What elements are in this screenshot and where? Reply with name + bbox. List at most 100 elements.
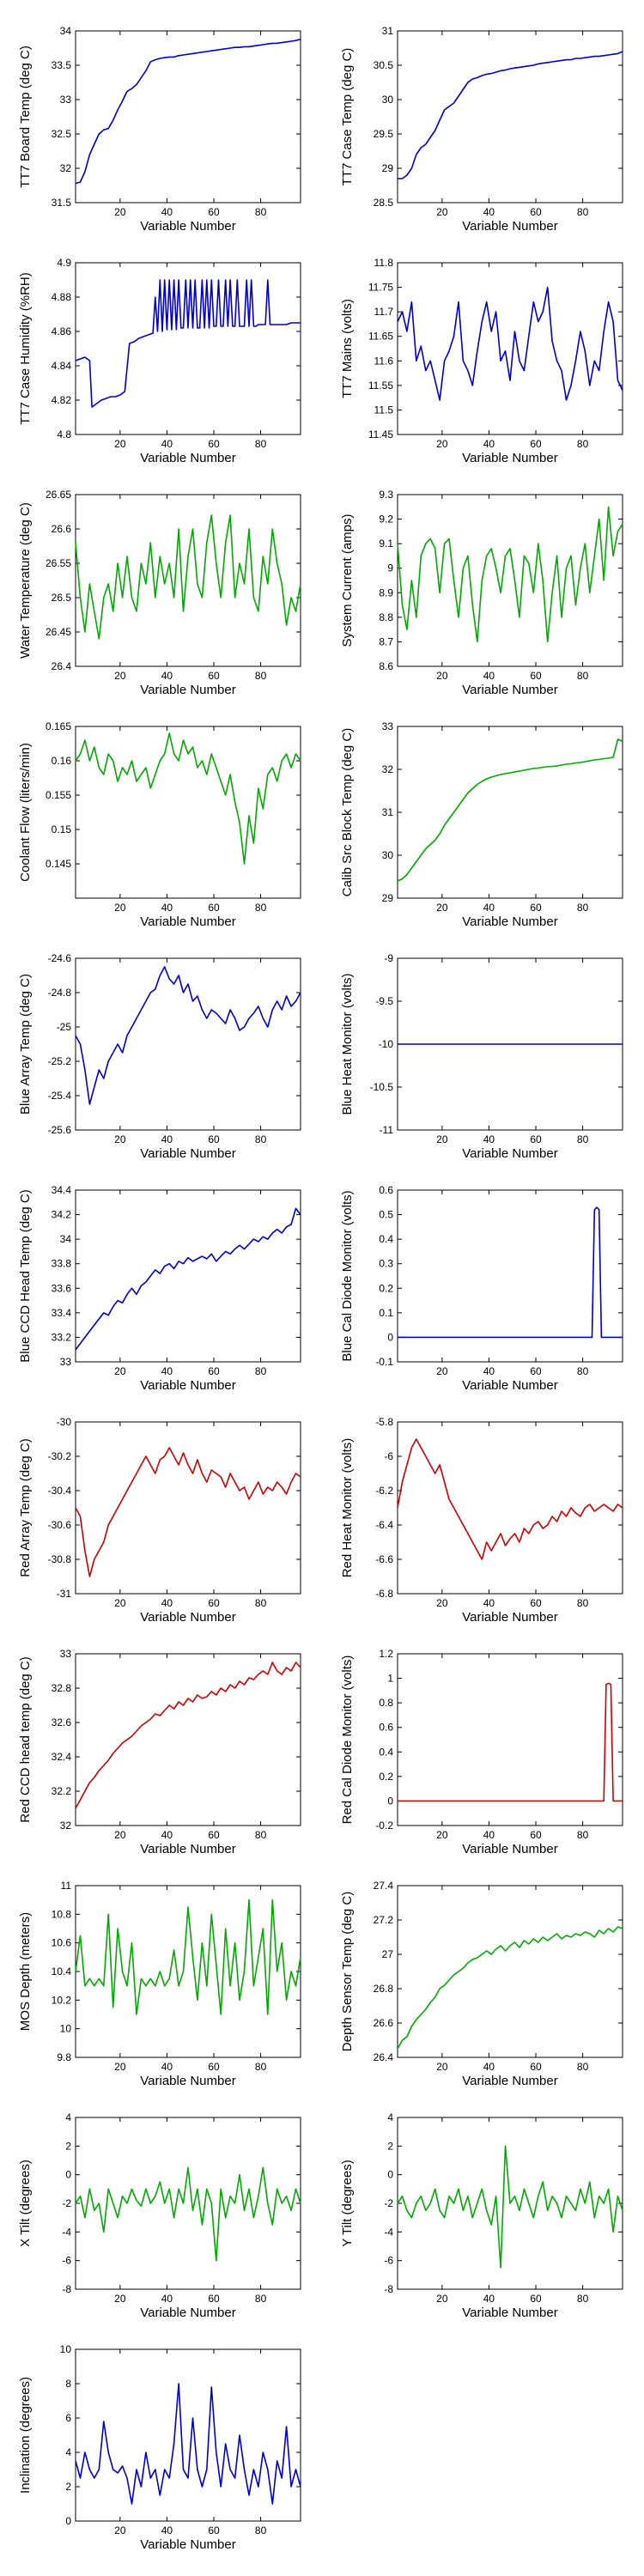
x-tick-label: 40 xyxy=(161,2293,173,2305)
x-tick-label: 40 xyxy=(483,1365,495,1377)
y-tick-label: 29 xyxy=(382,162,394,174)
plot-frame xyxy=(75,494,301,667)
y-tick-label: 10 xyxy=(60,2023,72,2035)
x-tick-label: 60 xyxy=(530,2293,542,2305)
data-series-line xyxy=(75,514,301,640)
chart-svg: 20 40 60 80 -8 -6 -4 -2 0 2 4 Variable Number X Tilt… xyxy=(18,2111,301,2320)
y-tick-label: 4.86 xyxy=(52,325,72,337)
x-tick-label: 20 xyxy=(114,1597,126,1609)
y-tick-label: 0 xyxy=(387,2169,393,2181)
x-tick-label: 60 xyxy=(208,670,220,682)
x-axis-label: Variable Number xyxy=(140,1610,235,1625)
x-tick-label: 40 xyxy=(161,902,173,914)
x-tick-label: 60 xyxy=(208,902,220,914)
x-tick-label: 80 xyxy=(577,2061,589,2073)
x-tick-label: 60 xyxy=(530,902,542,914)
chart-svg: 20 40 60 80 32 32.2 32.4 32.6 32.8 33 Variable Num… xyxy=(18,1648,301,1856)
x-tick-label: 80 xyxy=(577,2293,589,2305)
y-tick-label: 0.4 xyxy=(379,1746,393,1758)
y-tick-label: 26.8 xyxy=(374,1983,394,1995)
y-tick-label: 31 xyxy=(382,25,394,37)
x-tick-label: 20 xyxy=(114,2524,126,2537)
y-tick-label: 32 xyxy=(60,1820,72,1832)
y-axis-label: Inclination (degrees) xyxy=(18,2377,33,2494)
y-axis-label: Red Cal Diode Monitor (volts) xyxy=(340,1656,355,1825)
chart-svg: 20 40 60 80 33 33.2 33.4 33.6 33.8 34 34.2 34.4 Vari… xyxy=(18,1184,301,1393)
data-series-line xyxy=(75,2383,301,2505)
x-tick-label: 20 xyxy=(436,902,448,914)
y-tick-label: 11.65 xyxy=(368,331,393,343)
y-tick-label: -10.5 xyxy=(370,1081,394,1093)
chart-svg: 20 40 60 80 -25.6 -25.4 -25.2 -25 -24.8 -24.6 Vari… xyxy=(18,952,301,1161)
y-tick-label: 2 xyxy=(65,2140,71,2152)
y-axis-label: Blue Cal Diode Monitor (volts) xyxy=(340,1190,355,1361)
y-tick-label: 0.2 xyxy=(379,1282,393,1294)
y-axis-label: Red Array Temp (deg C) xyxy=(18,1438,33,1577)
x-tick-label: 80 xyxy=(255,670,267,682)
x-axis-label: Variable Number xyxy=(140,914,235,929)
chart-panel: 20 40 60 80 26.4 26.45 26.5 26.55 26.6 26.65 Varia… xyxy=(0,469,319,699)
chart-panel: 20 40 60 80 -0.1 0 0.1 0.2 0.3 0.4 0.5 0.6 Variable … xyxy=(322,1164,641,1394)
x-tick-label: 20 xyxy=(114,1365,126,1377)
x-axis-label: Variable Number xyxy=(140,683,235,697)
chart-svg: 20 40 60 80 26.4 26.45 26.5 26.55 26.6 26.65 Varia… xyxy=(18,489,301,697)
y-tick-label: -2 xyxy=(384,2197,393,2209)
x-axis-label: Variable Number xyxy=(462,451,557,465)
y-tick-label: 31.5 xyxy=(52,197,72,209)
y-tick-label: 32.5 xyxy=(52,128,72,140)
x-tick-label: 20 xyxy=(436,1365,448,1377)
y-tick-label: 9 xyxy=(387,562,393,574)
x-tick-label: 20 xyxy=(436,206,448,218)
y-tick-label: 0 xyxy=(65,2515,71,2527)
y-tick-label: -6.8 xyxy=(375,1588,393,1600)
y-axis-label: X Tilt (degrees) xyxy=(18,2160,33,2247)
plot-frame xyxy=(397,1653,623,1826)
chart-svg: 20 40 60 80 0.145 0.15 0.155 0.16 0.165 Variable … xyxy=(18,720,301,929)
y-axis-label: TT7 Case Humidity (%RH) xyxy=(18,272,33,425)
y-axis-label: Y Tilt (degrees) xyxy=(340,2160,355,2246)
y-axis-label: Red Heat Monitor (volts) xyxy=(340,1438,355,1578)
chart-svg: 20 40 60 80 -31 -30.8 -30.6 -30.4 -30.2 -30 Variab… xyxy=(18,1416,301,1625)
x-tick-label: 80 xyxy=(577,1133,589,1145)
x-tick-label: 80 xyxy=(255,2293,267,2305)
y-tick-label: 0.3 xyxy=(379,1258,393,1270)
y-tick-label: 34 xyxy=(60,25,72,37)
chart-svg: 20 40 60 80 9.8 10 10.2 10.4 10.6 10.8 11 Variable … xyxy=(18,1880,301,2088)
chart-svg: 20 40 60 80 11.45 11.5 11.55 11.6 11.65 11.7 11.75… xyxy=(340,257,623,465)
y-tick-label: 4.8 xyxy=(57,428,71,440)
x-tick-label: 20 xyxy=(436,1597,448,1609)
y-tick-label: 11.75 xyxy=(368,282,393,294)
chart-svg: 20 40 60 80 31.5 32 32.5 33 33.5 34 Variable Numbe… xyxy=(18,25,301,234)
y-tick-label: 4 xyxy=(387,2111,393,2123)
x-tick-label: 80 xyxy=(255,1133,267,1145)
data-series-line xyxy=(397,1438,623,1560)
plot-frame xyxy=(397,1189,623,1363)
x-tick-label: 80 xyxy=(255,2524,267,2537)
y-tick-label: 34.2 xyxy=(52,1209,72,1221)
chart-panel: 20 40 60 80 -8 -6 -4 -2 0 2 4 Variable Number X Tilt… xyxy=(0,2092,319,2322)
y-tick-label: 9.8 xyxy=(57,2051,71,2063)
y-tick-label: -30.8 xyxy=(48,1553,72,1565)
x-tick-label: 40 xyxy=(483,1133,495,1145)
y-axis-label: TT7 Board Temp (deg C) xyxy=(18,46,33,188)
x-tick-label: 80 xyxy=(255,1365,267,1377)
data-series-line xyxy=(397,286,623,401)
y-tick-label: 33 xyxy=(382,720,394,732)
data-series-line xyxy=(75,1899,301,2015)
y-tick-label: 8.6 xyxy=(379,660,393,672)
data-series-line xyxy=(75,38,301,185)
chart-panel: 20 40 60 80 0 2 4 6 8 10 Variable Number Inclinatio… xyxy=(0,2324,319,2554)
y-tick-label: 34.4 xyxy=(52,1184,72,1196)
y-axis-label: Depth Sensor Temp (deg C) xyxy=(340,1892,355,2051)
x-tick-label: 60 xyxy=(530,1829,542,1841)
x-tick-label: 20 xyxy=(114,902,126,914)
chart-svg: 20 40 60 80 8.6 8.7 8.8 8.9 9 9.1 9.2 9.3 Variable N… xyxy=(340,489,623,697)
y-tick-label: 26.4 xyxy=(374,2051,394,2063)
y-tick-label: -2 xyxy=(62,2197,71,2209)
y-tick-label: 6 xyxy=(65,2412,71,2424)
chart-panel: 20 40 60 80 -0.2 0 0.2 0.4 0.6 0.8 1 1.2 Variable Nu… xyxy=(322,1628,641,1858)
x-tick-label: 20 xyxy=(436,2061,448,2073)
x-tick-label: 60 xyxy=(530,1133,542,1145)
y-tick-label: 34 xyxy=(60,1233,72,1245)
